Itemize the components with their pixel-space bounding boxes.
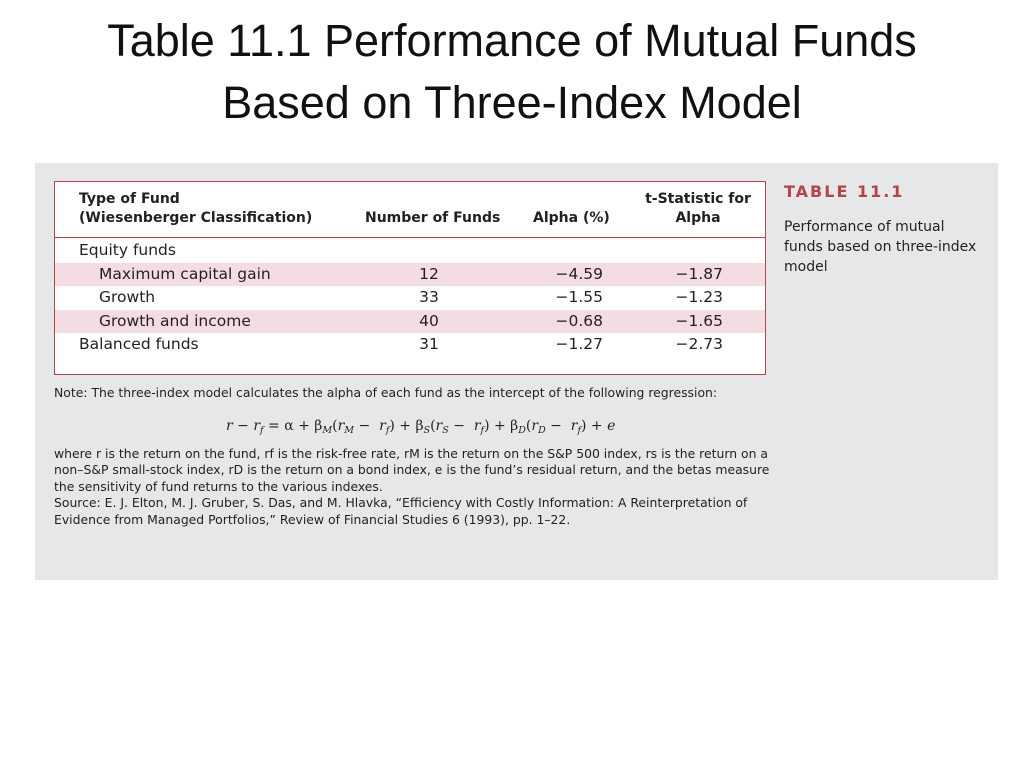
cell-fund-type: Growth bbox=[99, 288, 156, 307]
cell-alpha: −1.27 bbox=[555, 335, 604, 354]
cell-number-of-funds: 40 bbox=[419, 311, 439, 330]
header-t-statistic-line-1: t-Statistic for bbox=[645, 191, 751, 207]
table-sidebar: TABLE 11.1 Performance of mutual funds b… bbox=[784, 181, 984, 277]
cell-number-of-funds: 12 bbox=[419, 264, 439, 283]
header-fund-type-line-1: Type of Fund bbox=[79, 191, 180, 207]
header-alpha: Alpha (%) bbox=[533, 210, 610, 226]
header-number-of-funds: Number of Funds bbox=[365, 210, 501, 226]
cell-fund-type: Balanced funds bbox=[79, 335, 199, 354]
table-caption: Performance of mutual funds based on thr… bbox=[784, 219, 977, 275]
note-source: Source: E. J. Elton, M. J. Gruber, S. Da… bbox=[54, 495, 748, 527]
cell-fund-type: Maximum capital gain bbox=[99, 264, 271, 283]
cell-t-statistic: −2.73 bbox=[675, 335, 724, 354]
table-label: TABLE 11.1 bbox=[784, 182, 905, 201]
table-row: Equity funds bbox=[55, 239, 765, 263]
cell-fund-type: Equity funds bbox=[79, 241, 176, 259]
table-figure-panel: Type of Fund (Wiesenberger Classificatio… bbox=[35, 163, 998, 580]
table-body: Equity funds Maximum capital gain 12 −4.… bbox=[55, 239, 765, 357]
cell-t-statistic: −1.23 bbox=[675, 288, 724, 307]
table-header: Type of Fund (Wiesenberger Classificatio… bbox=[55, 182, 765, 238]
cell-number-of-funds: 33 bbox=[419, 288, 439, 307]
slide-title-line-1: Table 11.1 Performance of Mutual Funds bbox=[107, 15, 917, 66]
slide-title-line-2: Based on Three-Index Model bbox=[222, 77, 802, 128]
table-row: Growth 33 −1.55 −1.23 bbox=[55, 286, 765, 310]
cell-alpha: −1.55 bbox=[555, 288, 604, 307]
header-fund-type: Type of Fund (Wiesenberger Classificatio… bbox=[79, 190, 339, 228]
slide-title: Table 11.1 Performance of Mutual Funds B… bbox=[0, 10, 1024, 134]
header-t-statistic-line-2: Alpha bbox=[675, 210, 721, 226]
table-notes: Note: The three-index model calculates t… bbox=[54, 385, 774, 528]
note-where: where r is the return on the fund, rf is… bbox=[54, 445, 770, 494]
header-t-statistic: t-Statistic for Alpha bbox=[623, 190, 773, 228]
cell-alpha: −4.59 bbox=[555, 264, 604, 283]
performance-table: Type of Fund (Wiesenberger Classificatio… bbox=[54, 181, 766, 375]
cell-fund-type: Growth and income bbox=[99, 311, 251, 330]
table-row: Balanced funds 31 −1.27 −2.73 bbox=[55, 333, 765, 357]
cell-t-statistic: −1.87 bbox=[675, 264, 724, 283]
header-fund-type-line-2: (Wiesenberger Classification) bbox=[79, 210, 313, 226]
note-intro: Note: The three-index model calculates t… bbox=[54, 385, 718, 400]
cell-alpha: −0.68 bbox=[555, 311, 604, 330]
table-row: Growth and income 40 −0.68 −1.65 bbox=[55, 309, 765, 334]
regression-equation: r − rf = α + βM(rM − rf) + βS(rS − rf) +… bbox=[226, 417, 616, 436]
table-row: Maximum capital gain 12 −4.59 −1.87 bbox=[55, 262, 765, 287]
cell-number-of-funds: 31 bbox=[419, 335, 439, 354]
cell-t-statistic: −1.65 bbox=[675, 311, 724, 330]
